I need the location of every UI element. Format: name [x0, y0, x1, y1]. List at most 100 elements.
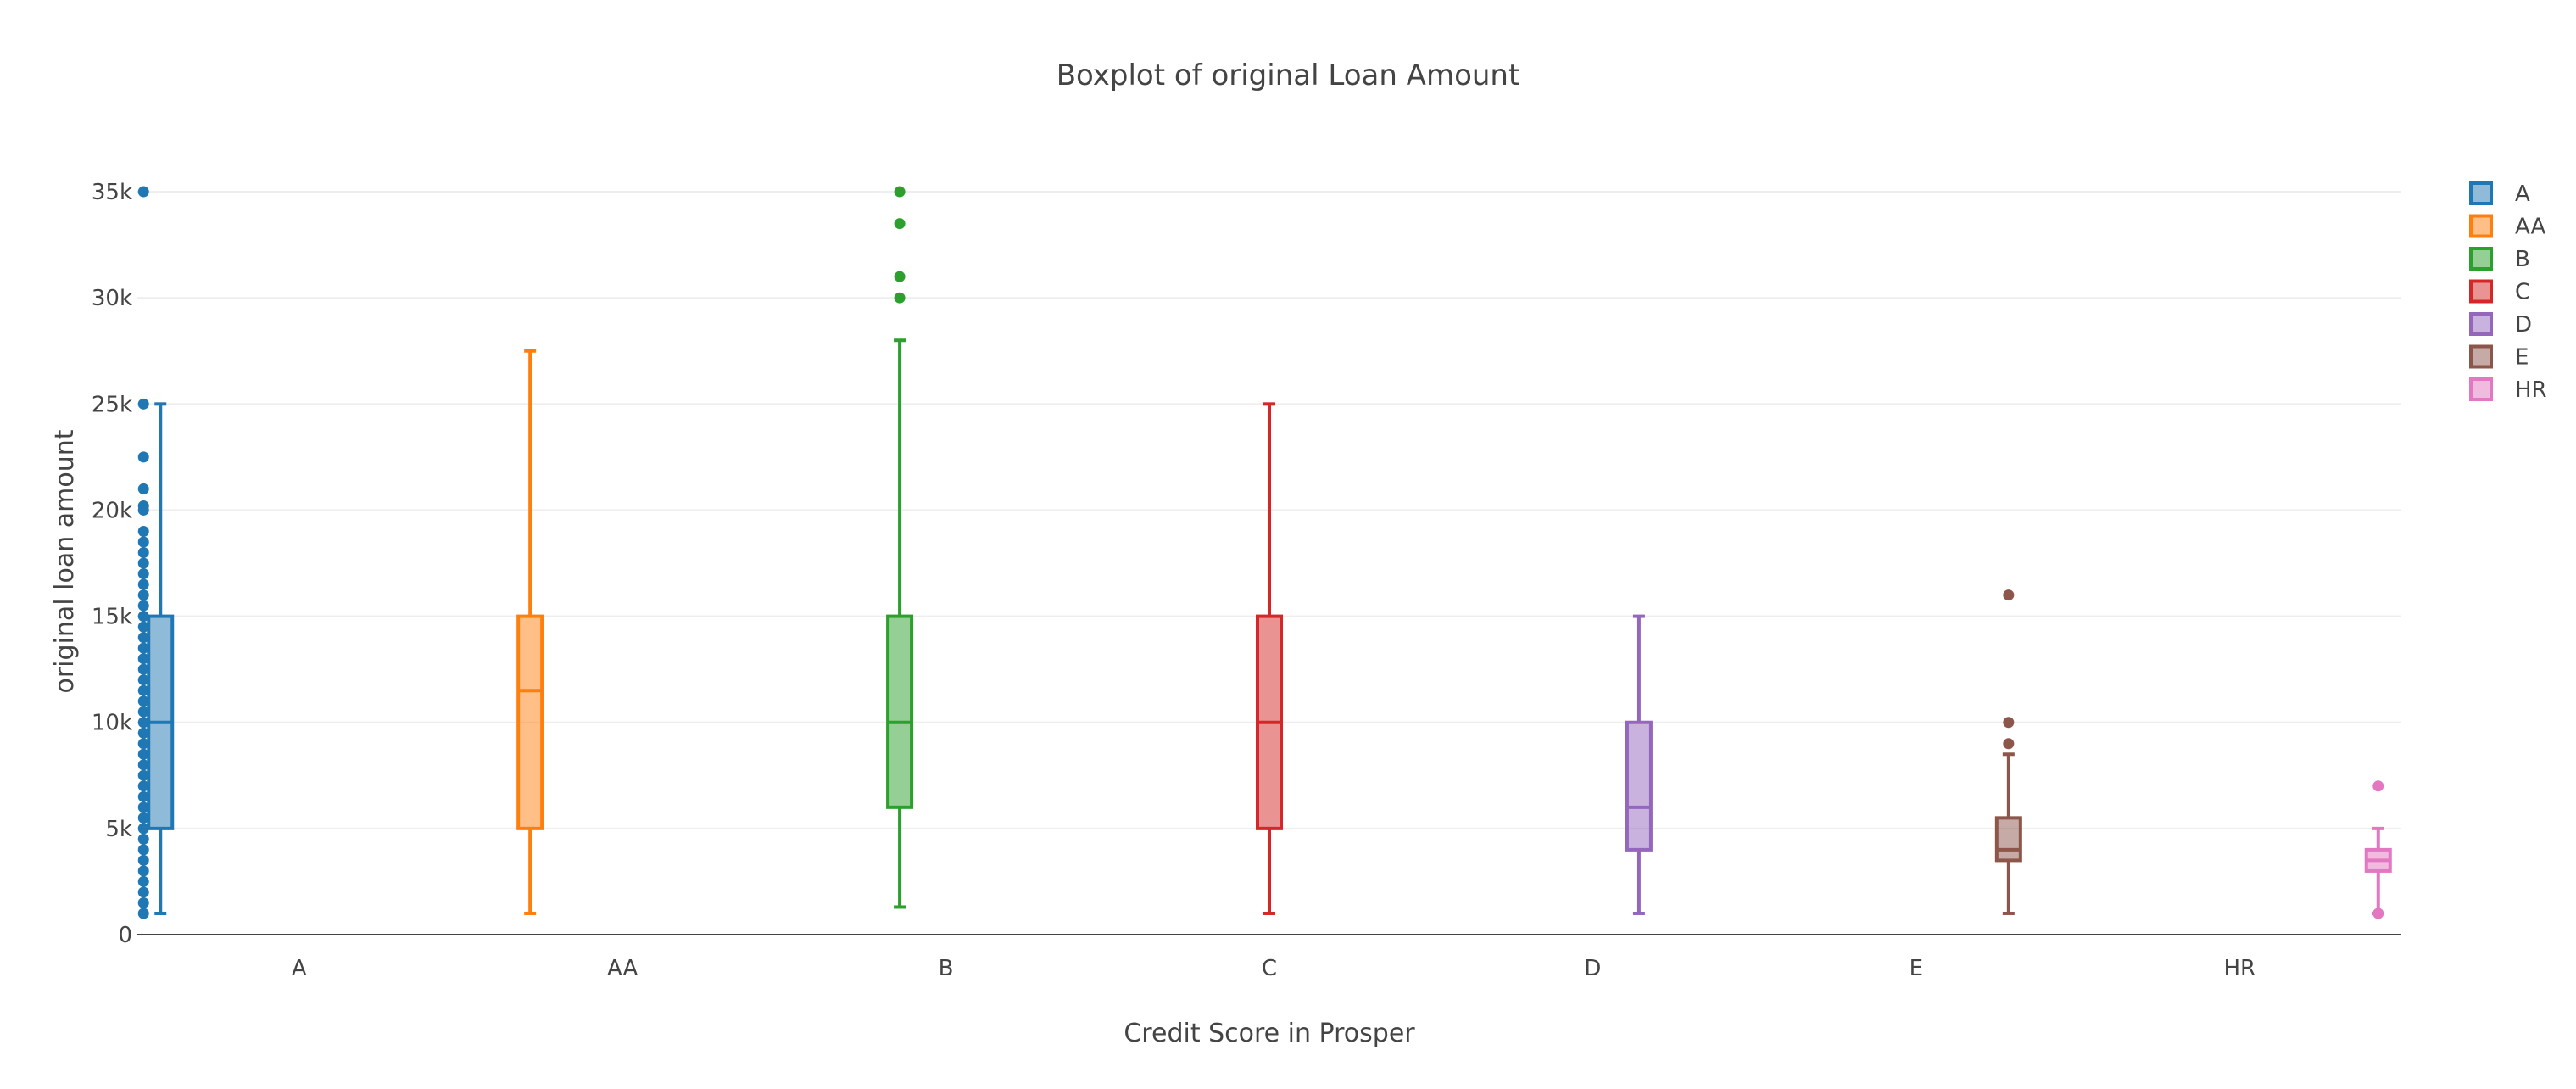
x-tick-label: A	[292, 956, 307, 981]
x-tick-label: C	[1262, 956, 1277, 981]
x-axis-title: Credit Score in Prosper	[1124, 1019, 1415, 1048]
outlier-point	[137, 780, 149, 792]
outlier-point	[137, 908, 149, 919]
outlier-point	[137, 642, 149, 654]
outlier-point	[137, 865, 149, 877]
legend-swatch	[2469, 182, 2493, 205]
chart-title: Boxplot of original Loan Amount	[1057, 59, 1520, 92]
box-iqr	[1625, 720, 1653, 852]
outlier-point	[137, 547, 149, 559]
legend-label: E	[2515, 345, 2529, 371]
outlier-point	[137, 875, 149, 887]
outlier-point	[137, 398, 149, 410]
outlier-point	[137, 727, 149, 739]
outlier-point	[137, 589, 149, 601]
legend-label: A	[2515, 182, 2530, 207]
legend-swatch	[2469, 214, 2493, 238]
legend-swatch	[2469, 312, 2493, 336]
outlier-point	[137, 706, 149, 718]
outlier-point	[137, 653, 149, 665]
box-series-a	[137, 186, 175, 919]
y-tick-label: 25k	[92, 392, 132, 417]
outlier-point	[137, 684, 149, 696]
outlier-point	[137, 578, 149, 590]
x-axis-ticks: A AA B C D E HR	[292, 956, 2255, 981]
legend-item-a[interactable]: A	[2469, 182, 2530, 207]
x-tick-label: HR	[2223, 956, 2255, 981]
outlier-point	[137, 801, 149, 813]
legend-label: D	[2515, 312, 2532, 338]
box-series-e	[1994, 589, 2022, 915]
outlier-point	[137, 611, 149, 623]
box-series-aa	[516, 349, 544, 915]
outlier-point	[137, 632, 149, 644]
box-iqr	[1994, 816, 2022, 863]
legend-item-e[interactable]: E	[2469, 344, 2529, 371]
y-tick-label: 35k	[92, 180, 132, 205]
legend-item-hr[interactable]: HR	[2469, 377, 2547, 403]
box-series	[137, 186, 2392, 919]
outlier-point	[137, 823, 149, 835]
outlier-point	[2003, 589, 2015, 601]
y-tick-label: 30k	[92, 286, 132, 311]
box-iqr	[886, 614, 914, 809]
outlier-point	[137, 663, 149, 675]
outlier-point	[137, 621, 149, 633]
outlier-point	[137, 886, 149, 898]
outlier-point	[137, 557, 149, 569]
legend-swatch	[2469, 344, 2493, 369]
outlier-point	[137, 717, 149, 729]
legend-swatch	[2469, 279, 2493, 304]
box-iqr	[516, 614, 544, 830]
y-tick-label: 5k	[105, 817, 132, 842]
outlier-point	[137, 738, 149, 750]
legend-item-aa[interactable]: AA	[2469, 214, 2546, 240]
legend-label: C	[2515, 280, 2530, 305]
outlier-point	[894, 271, 906, 282]
box-series-d	[1625, 614, 1653, 915]
outlier-point	[137, 695, 149, 707]
x-tick-label: B	[939, 956, 954, 981]
legend-item-b[interactable]: B	[2469, 247, 2530, 272]
box-series-b	[886, 186, 914, 909]
y-tick-label: 10k	[92, 711, 132, 736]
legend-swatch	[2469, 247, 2493, 271]
outlier-point	[137, 674, 149, 686]
x-tick-label: AA	[607, 956, 638, 981]
outlier-point	[137, 896, 149, 908]
outlier-point	[137, 812, 149, 824]
outlier-point	[137, 525, 149, 537]
outlier-point	[137, 769, 149, 781]
legend-swatch	[2469, 377, 2493, 401]
y-tick-label: 15k	[92, 605, 132, 630]
outlier-point	[137, 790, 149, 802]
outlier-point	[894, 218, 906, 230]
outlier-point	[137, 186, 149, 198]
y-axis-ticks: 0 5k 10k 15k 20k 25k 30k 35k	[92, 180, 132, 948]
y-tick-label: 0	[118, 923, 132, 948]
outlier-point	[137, 568, 149, 580]
y-axis-title: original loan amount	[50, 429, 80, 693]
outlier-point	[2003, 738, 2015, 750]
outlier-point	[137, 536, 149, 548]
box-series-hr	[2364, 780, 2392, 919]
outlier-point	[137, 504, 149, 516]
legend-item-c[interactable]: C	[2469, 279, 2530, 305]
outlier-point	[137, 854, 149, 866]
x-tick-label: E	[1910, 956, 1923, 981]
outlier-point	[137, 844, 149, 856]
outlier-point	[2003, 717, 2015, 729]
legend-label: B	[2515, 247, 2530, 272]
outlier-point	[894, 186, 906, 198]
outlier-point	[137, 833, 149, 845]
outlier-point	[2372, 908, 2384, 919]
outlier-point	[894, 292, 906, 304]
outlier-point	[137, 748, 149, 760]
legend-label: HR	[2515, 377, 2547, 403]
legend-item-d[interactable]: D	[2469, 312, 2532, 338]
outlier-point	[137, 451, 149, 463]
outlier-point	[2372, 780, 2384, 792]
x-tick-label: D	[1584, 956, 1601, 981]
